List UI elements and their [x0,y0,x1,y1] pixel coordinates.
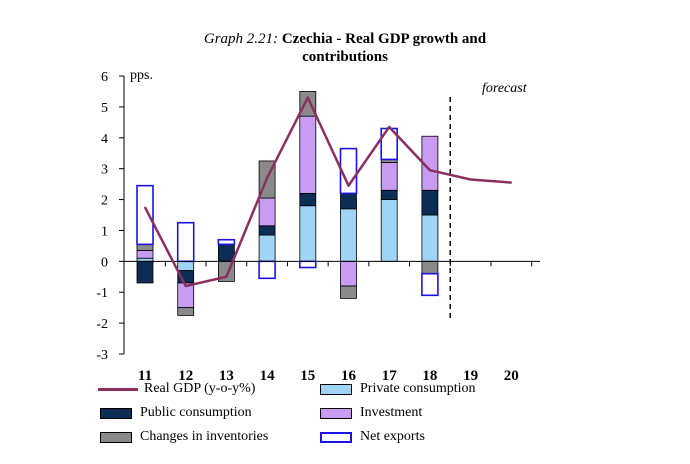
bar-private-15 [299,205,317,262]
bar-investment-11 [136,250,154,259]
y-axis-label: pps. [130,68,153,83]
y-tick-label-6: 6 [101,70,108,85]
y-tick-label-3: 3 [101,163,108,178]
x-tick-label-15: 15 [300,368,315,384]
legend-swatch-public [100,407,132,419]
bar-net_exports-18 [421,272,439,297]
chart-title-prefix: Graph 2.21: [203,31,279,47]
y-tick-label-2: 2 [101,194,108,209]
x-tick-label-12: 12 [178,368,193,384]
x-tick-label-16: 16 [341,368,357,384]
y-tick-label--2: -2 [96,317,108,332]
real-gdp-point-20 [510,181,513,184]
real-gdp-point-14 [266,177,268,179]
bar-inventories-11 [136,243,154,251]
bar-net_exports-13 [217,238,236,246]
real-gdp-point-19 [469,178,472,181]
bar-investment-16 [340,260,357,287]
bar-net_exports-11 [136,184,154,246]
x-tick-label-14: 14 [260,368,276,384]
legend-label-investment: Investment [360,405,423,420]
y-tick-label--3: -3 [96,348,108,363]
y-tick-label--1: -1 [96,286,108,301]
chart-title-line1: Czechia - Real GDP growth and [281,31,487,47]
bar-public-11 [136,260,154,284]
legend-item-net-exports: Net exports [320,429,425,445]
legend-item-private: Private consumption [320,381,476,397]
gdp-line-group [143,96,513,288]
chart-title: Graph 2.21: Czechia - Real GDP growth an… [0,30,690,66]
bar-inventories-15 [299,91,317,117]
bar-inventories-12 [177,307,195,316]
bar-net_exports-14 [258,260,276,280]
bar-public-16 [340,192,357,210]
bar-public-15 [299,192,317,207]
y-tick-label-5: 5 [101,101,108,116]
bar-net_exports-15 [298,260,317,269]
real-gdp-point-18 [429,169,431,172]
legend-swatch-real-gdp [98,387,138,391]
y-tick-label-4: 4 [101,132,108,147]
legend-item-public: Public consumption [100,405,252,421]
legend-swatch-investment [320,407,352,419]
bars-group [136,91,439,316]
bar-private-12 [177,260,195,272]
x-tick-label-11: 11 [138,368,152,384]
bar-inventories-18 [421,260,439,275]
real-gdp-point-11 [144,206,146,209]
bar-public-18 [421,189,439,216]
bar-public-14 [258,225,276,236]
x-tick-label-20: 20 [504,368,519,384]
bar-net_exports-12 [176,221,195,263]
x-tick-label-19: 19 [463,368,478,384]
real-gdp-line [143,96,512,288]
bar-investment-17 [380,162,398,191]
forecast-label: forecast [482,81,528,96]
bar-public-13 [217,243,235,262]
y-tick-label-1: 1 [101,224,108,239]
chart-title-line2: contributions [302,49,388,65]
real-gdp-point-17 [388,126,391,128]
legend-swatch-inventories [100,431,132,443]
bar-private-16 [340,208,357,262]
legend-label-private: Private consumption [360,381,476,396]
y-tick-label-0: 0 [101,255,108,270]
legend-label-real-gdp: Real GDP (y-o-y%) [144,381,256,396]
legend-item-inventories: Changes in inventories [100,429,268,445]
bar-investment-14 [258,197,276,227]
legend-item-investment: Investment [320,405,422,421]
legend-swatch-net-exports [320,431,352,443]
real-gdp-point-12 [184,285,187,287]
real-gdp-point-15 [307,96,309,99]
real-gdp-point-13 [225,275,228,278]
legend-label-inventories: Changes in inventories [140,429,269,444]
bar-private-14 [258,234,276,262]
bar-inventories-16 [340,285,357,299]
x-tick-label-17: 17 [382,368,398,384]
bar-investment-15 [299,115,317,194]
real-gdp-point-16 [347,184,350,187]
legend-swatch-private [320,383,352,395]
bar-private-18 [421,214,439,262]
bar-public-17 [380,189,398,200]
x-tick-label-13: 13 [219,368,234,384]
legend-item-real-gdp: Real GDP (y-o-y%) [98,381,255,397]
legend-label-net-exports: Net exports [360,429,425,444]
legend-label-public: Public consumption [140,405,252,420]
bar-private-17 [380,199,398,262]
x-tick-label-18: 18 [422,368,437,384]
